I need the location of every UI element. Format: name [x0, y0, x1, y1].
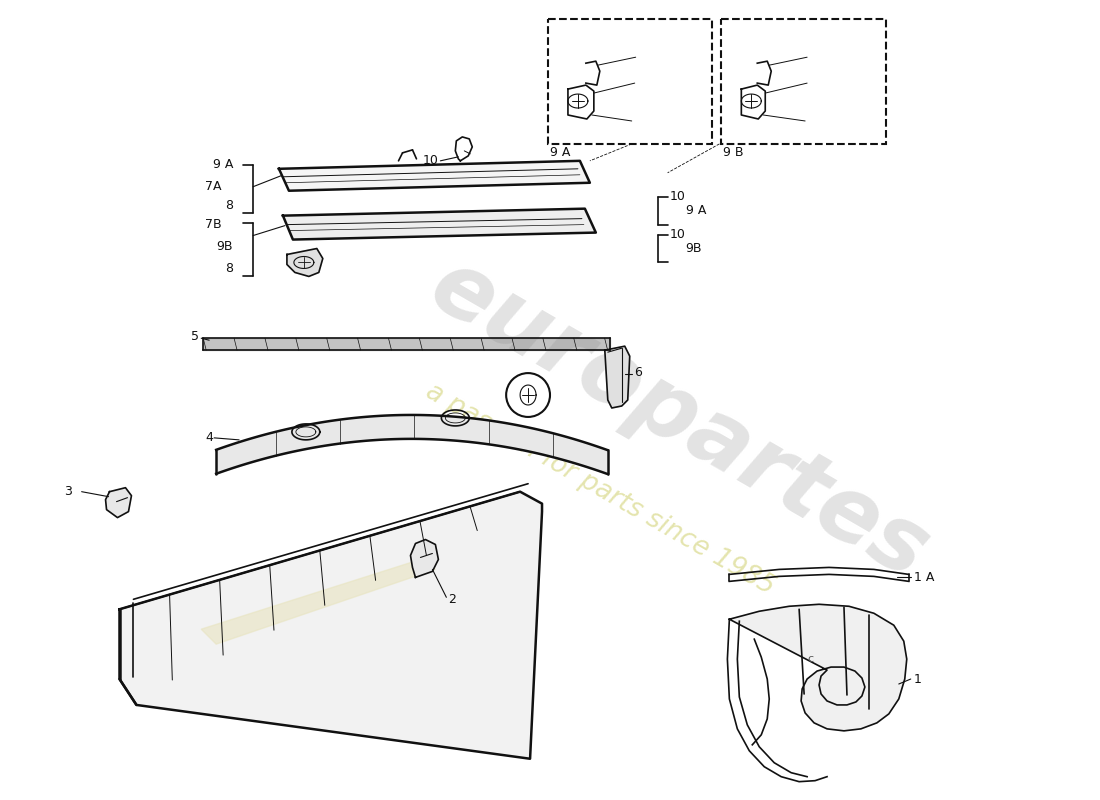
Text: 7B: 7B	[205, 218, 221, 231]
Polygon shape	[201, 559, 436, 644]
Text: 8: 8	[226, 262, 233, 275]
Text: 9 A: 9 A	[212, 158, 233, 171]
Text: 9 A: 9 A	[550, 146, 571, 159]
Polygon shape	[279, 161, 590, 190]
Text: 8: 8	[226, 199, 233, 212]
Polygon shape	[605, 346, 629, 408]
Text: 2: 2	[449, 593, 456, 606]
Text: 3: 3	[64, 485, 72, 498]
Text: 9B: 9B	[217, 240, 233, 253]
Bar	[548, 19, 713, 144]
Polygon shape	[410, 539, 439, 578]
Text: 7A: 7A	[205, 180, 221, 194]
Text: 10: 10	[670, 190, 685, 203]
Text: 10: 10	[422, 154, 439, 167]
Text: 4: 4	[206, 431, 213, 444]
Text: 1: 1	[914, 673, 922, 686]
Polygon shape	[106, 488, 132, 518]
Polygon shape	[283, 209, 596, 239]
Text: 9 B: 9 B	[724, 146, 744, 159]
Text: c: c	[807, 654, 813, 664]
Bar	[722, 19, 886, 144]
Polygon shape	[120, 492, 542, 758]
Text: 9 A: 9 A	[685, 204, 706, 217]
Polygon shape	[729, 604, 906, 731]
Text: 9 A: 9 A	[549, 62, 568, 72]
Circle shape	[506, 373, 550, 417]
Polygon shape	[287, 249, 322, 277]
Text: a passion for parts since 1985: a passion for parts since 1985	[421, 379, 779, 601]
Text: 1 A: 1 A	[914, 571, 934, 584]
Text: 10: 10	[670, 228, 685, 241]
Text: 6: 6	[634, 366, 641, 378]
Text: europartes: europartes	[415, 242, 944, 598]
Text: 9B: 9B	[685, 242, 702, 255]
Text: 5: 5	[191, 330, 199, 342]
